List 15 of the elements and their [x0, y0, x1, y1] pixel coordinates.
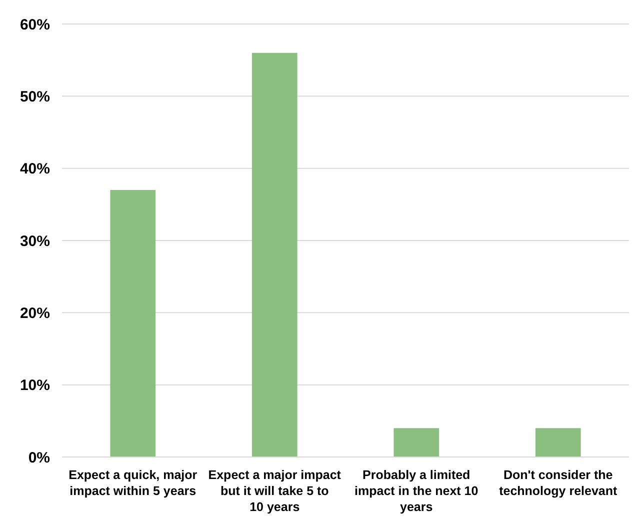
x-tick-label: Probably a limited impact in the next 10 years — [354, 468, 478, 514]
y-tick-label: 10% — [20, 377, 50, 394]
y-tick-label: 0% — [28, 449, 50, 466]
y-tick-label: 20% — [20, 304, 50, 322]
bar — [394, 428, 440, 457]
y-tick-label: 60% — [20, 16, 50, 34]
x-tick-label: Expect a major impact but it will take 5 to 10 years — [208, 468, 342, 514]
bar — [535, 428, 581, 457]
bar — [110, 190, 156, 457]
y-tick-label: 50% — [20, 88, 50, 106]
y-tick-label: 40% — [20, 160, 50, 178]
y-tick-label: 30% — [20, 232, 50, 250]
bar — [252, 52, 298, 457]
x-tick-label: Expect a quick, major impact within 5 years — [68, 468, 198, 498]
x-tick-label: Don't consider the technology relevant — [499, 468, 618, 498]
